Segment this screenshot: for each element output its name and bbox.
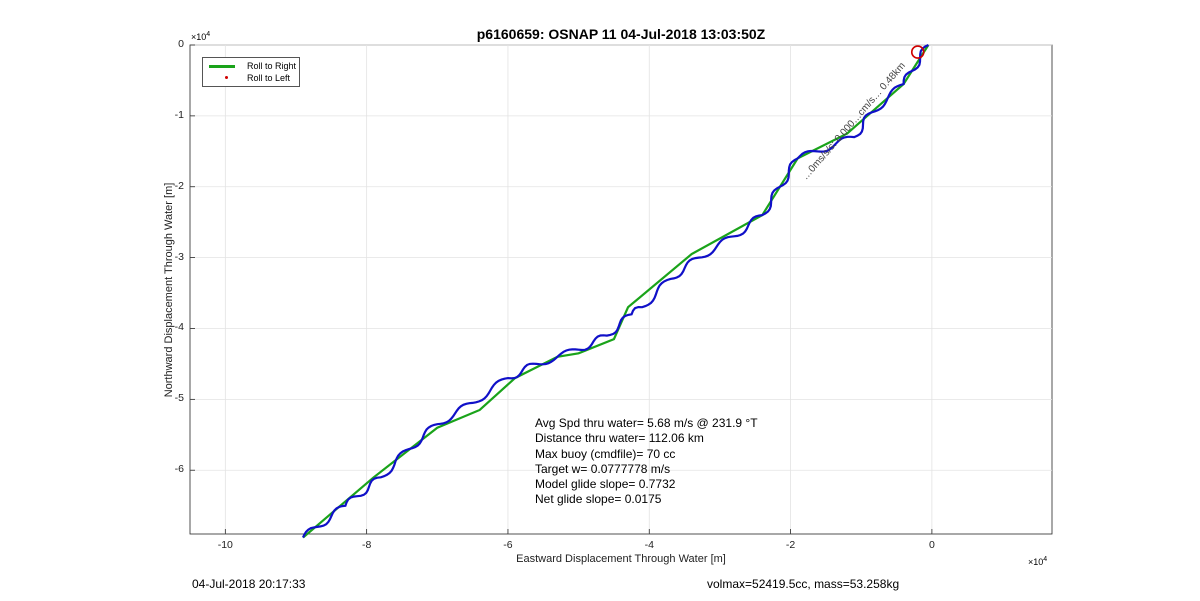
y-tick-label: -2 bbox=[174, 179, 184, 192]
stat-net-glide-slope: Net glide slope= 0.0175 bbox=[535, 492, 662, 507]
footer-volmax-mass: volmax=52419.5cc, mass=53.258kg bbox=[707, 577, 900, 591]
legend-item-roll-left: Roll to Left bbox=[247, 73, 291, 83]
stats-block: Avg Spd thru water= 5.68 m/s @ 231.9 °T … bbox=[535, 416, 758, 508]
y-tick-label: -5 bbox=[174, 392, 184, 405]
series-roll-to-right-line bbox=[302, 44, 930, 539]
legend-swatch-roll-right bbox=[209, 65, 235, 68]
stat-avg-speed: Avg Spd thru water= 5.68 m/s @ 231.9 °T bbox=[535, 416, 758, 430]
x-tick-label: -4 bbox=[644, 539, 654, 551]
y-exponent-label: ×104 bbox=[191, 31, 211, 42]
legend-item-roll-right: Roll to Right bbox=[247, 61, 297, 71]
y-axis-label: Northward Displacement Through Water [m] bbox=[163, 182, 175, 398]
stat-distance: Distance thru water= 112.06 km bbox=[535, 431, 704, 446]
y-tick-label: 0 bbox=[178, 38, 184, 50]
legend: Roll to Right Roll to Left bbox=[202, 57, 300, 87]
legend-swatch-roll-left bbox=[225, 76, 228, 79]
grid bbox=[190, 44, 1052, 534]
x-axis-label: Eastward Displacement Through Water [m] bbox=[516, 553, 726, 565]
y-tick-label: -6 bbox=[174, 463, 184, 476]
x-exponent-label: ×104 bbox=[1028, 556, 1048, 567]
series-track-line bbox=[302, 44, 929, 538]
x-tick-label: -6 bbox=[503, 539, 513, 551]
y-tick-label: -1 bbox=[174, 108, 184, 121]
x-tick-label: 0 bbox=[928, 539, 935, 551]
end-position-marker bbox=[910, 45, 925, 59]
chart-title: p6160659: OSNAP 11 04-Jul-2018 13:03:50Z bbox=[476, 26, 766, 42]
stat-target-w: Target w= 0.0777778 m/s bbox=[535, 461, 671, 476]
x-tick-label: -10 bbox=[217, 539, 233, 551]
x-tick-label: -2 bbox=[785, 539, 796, 551]
plot-frame bbox=[189, 44, 1053, 535]
footer-timestamp: 04-Jul-2018 20:17:33 bbox=[192, 577, 306, 591]
x-tick-label: -8 bbox=[361, 539, 372, 551]
axis-ticks bbox=[190, 44, 933, 534]
y-tick-label: -3 bbox=[174, 250, 184, 263]
stat-model-glide-slope: Model glide slope= 0.7732 bbox=[535, 477, 676, 492]
y-tick-label: -4 bbox=[174, 321, 184, 334]
stat-max-buoy: Max buoy (cmdfile)= 70 cc bbox=[535, 446, 676, 461]
